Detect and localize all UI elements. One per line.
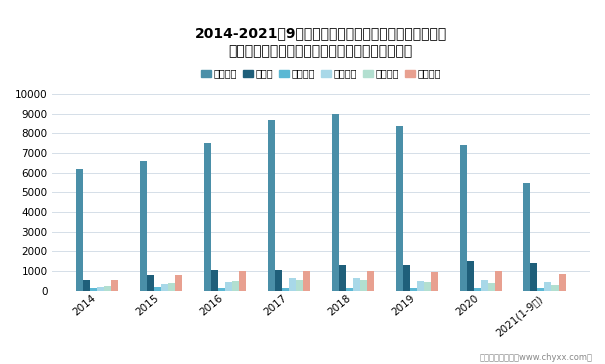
Bar (332, 114, 339, 290)
Bar (90, 288, 97, 290)
Bar (531, 263, 537, 290)
Bar (289, 278, 296, 290)
Legend: 上汽集团, 比亚迪, 东风汽车, 广汽集团, 江淮汽车, 长城汽车: 上汽集团, 比亚迪, 东风汽车, 广汽集团, 江淮汽车, 长城汽车 (201, 69, 441, 79)
Bar (552, 285, 558, 290)
Bar (232, 281, 239, 290)
Bar (104, 286, 111, 290)
Bar (339, 265, 346, 290)
Bar (474, 288, 480, 290)
Bar (211, 270, 218, 290)
Bar (83, 280, 90, 290)
Bar (140, 161, 147, 290)
Bar (460, 145, 466, 290)
Bar (488, 283, 495, 290)
Bar (495, 271, 502, 290)
Bar (97, 287, 104, 290)
Bar (76, 169, 83, 290)
Bar (360, 280, 367, 290)
Bar (239, 271, 246, 290)
Bar (154, 288, 161, 290)
Bar (296, 280, 303, 290)
Bar (403, 265, 410, 290)
Bar (303, 271, 310, 290)
Bar (275, 270, 282, 290)
Bar (147, 275, 154, 290)
Bar (204, 143, 211, 290)
Bar (523, 183, 531, 290)
Bar (218, 288, 225, 290)
Bar (466, 261, 474, 290)
Bar (410, 288, 417, 290)
Bar (225, 282, 232, 290)
Bar (168, 283, 175, 290)
Bar (353, 278, 360, 290)
Bar (537, 288, 544, 290)
Bar (417, 281, 424, 290)
Bar (111, 280, 119, 290)
Bar (346, 288, 353, 290)
Bar (424, 282, 431, 290)
Title: 2014-2021年9月上汽集团、比亚迪、东风汽车、广汽集
团、江淮汽车、长城汽车营业总收入对比（亿元）: 2014-2021年9月上汽集团、比亚迪、东风汽车、广汽集 团、江淮汽车、长城汽… (195, 26, 447, 58)
Bar (480, 280, 488, 290)
Bar (396, 126, 403, 290)
Bar (367, 271, 374, 290)
Bar (544, 282, 552, 290)
Bar (175, 275, 182, 290)
Bar (431, 272, 438, 290)
Bar (161, 284, 168, 290)
Bar (558, 274, 566, 290)
Bar (268, 120, 275, 290)
Text: 制图：智研咨询（www.chyxx.com）: 制图：智研咨询（www.chyxx.com） (480, 353, 593, 362)
Bar (282, 288, 289, 290)
